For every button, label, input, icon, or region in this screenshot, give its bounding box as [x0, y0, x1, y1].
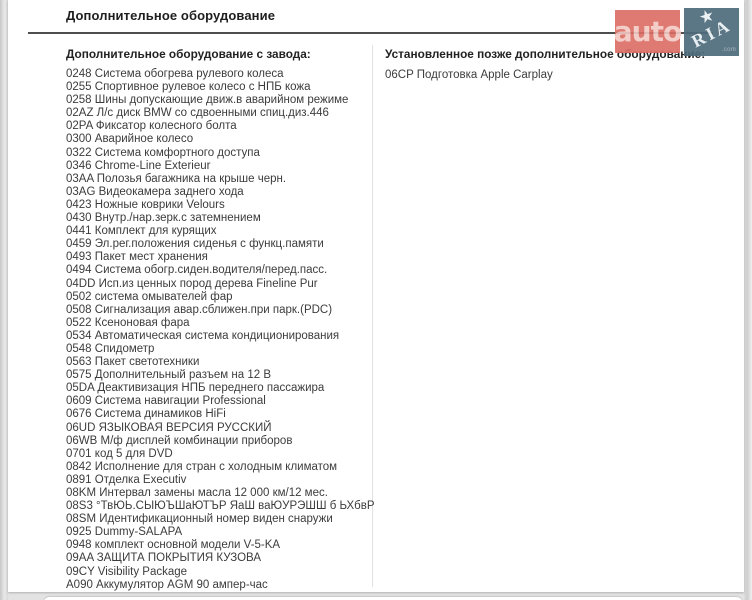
list-item: 0842 Исполнение для стран с холодным кли… [66, 460, 338, 473]
list-item: 06UD ЯЗЫКОВАЯ ВЕРСИЯ РУССКИЙ [66, 421, 272, 434]
list-item: 06WB М/ф дисплей комбинации приборов [66, 434, 293, 447]
list-item: 0248 Система обогрева рулевого колеса [66, 68, 284, 80]
ria-logo-tld: .com [721, 47, 736, 53]
list-item: 09AA ЗАЩИТА ПОКРЫТИЯ КУЗОВА [66, 552, 262, 565]
list-item: 08S3 °ТвЮЬ.СЫЮЪШаЮТЪР ЯаШ ваЮУРЭШШ б ЬХб… [66, 500, 375, 513]
list-item: 08KM Интервал замены масла 12 000 км/12 … [66, 487, 328, 499]
list-item: 0548 Спидометр [66, 342, 155, 355]
list-item: 0508 Сигнализация авар.сближен.при парк.… [66, 303, 333, 316]
list-item: 02AZ Л/с диск BMW со сдвоенными спиц.диз… [66, 107, 329, 120]
factory-equipment-list: 0248 Система обогрева рулевого колеса 025… [66, 68, 375, 592]
ria-logo-box: ★ RIA .com [684, 8, 739, 56]
page-gutter-left [0, 0, 8, 600]
page-gutter-right [744, 0, 752, 600]
list-item: 0502 система омывателей фар [66, 290, 233, 303]
column-divider [372, 45, 373, 587]
list-item: 0948 комплект основной модели V-5-KA [66, 539, 281, 552]
list-item: 04DD Исп.из ценных пород дерева Fineline… [66, 277, 318, 290]
list-item: 03AG Видеокамера заднего хода [66, 185, 244, 198]
list-item: 0575 Дополнительный разъем на 12 В [66, 369, 272, 382]
list-item: 0423 Ножные коврики Velours [66, 198, 225, 211]
list-item: 0255 Спортивное рулевое колесо с НПБ кож… [66, 81, 311, 94]
list-item: 0891 Отделка Executiv [66, 473, 187, 486]
list-item: 06CP Подготовка Apple Carplay [385, 69, 553, 81]
list-item: 0563 Пакет светотехники [66, 356, 200, 369]
list-item: 0522 Ксеноновая фара [66, 316, 190, 329]
title-divider [28, 32, 713, 34]
list-item: 09CY Visibility Package [66, 565, 188, 578]
next-card-top-edge [43, 597, 743, 600]
list-item: 0459 Эл.рег.положения сиденья с функц.па… [66, 238, 324, 251]
list-item: 0494 Система обогр.сиден.водителя/перед.… [66, 264, 328, 277]
list-item: 0534 Автоматическая система кондициониро… [66, 329, 340, 342]
installed-later-list: 06CP Подготовка Apple Carplay [385, 68, 737, 82]
list-item: 05DA Деактивизация НПБ переднего пассажи… [66, 382, 325, 395]
list-item: 0300 Аварийное колесо [66, 133, 194, 146]
autoria-logo[interactable]: auto ★ RIA .com [614, 8, 741, 56]
list-item: 0676 Система динамиков HiFi [66, 408, 226, 421]
factory-equipment-header: Дополнительное оборудование с завода: [66, 47, 311, 61]
list-item: 0609 Система навигации Professional [66, 395, 266, 408]
list-item: 02PA Фиксатор колесного болта [66, 120, 237, 133]
auto-logo-box: auto [614, 10, 682, 53]
list-item: 0701 код 5 для DVD [66, 447, 173, 460]
list-item: A090 Аккумулятор AGM 90 ампер-час [66, 578, 268, 591]
list-item: 0346 Chrome-Line Exterieur [66, 159, 211, 172]
equipment-card: Дополнительное оборудование Дополнительн… [8, 0, 744, 592]
list-item: 0925 Dummy-SALAPA [66, 526, 183, 539]
list-item: 0322 Система комфортного доступа [66, 146, 260, 159]
list-item: 0441 Комплект для курящих [66, 225, 217, 238]
list-item: 03AA Полозья багажника на крыше черн. [66, 172, 287, 185]
list-item: 08SM Идентификационный номер виден снару… [66, 513, 333, 526]
list-item: 0493 Пакет мест хранения [66, 251, 208, 264]
section-title: Дополнительное оборудование [66, 8, 276, 23]
list-item: 0258 Шины допускающие движ.в аварийном р… [66, 94, 349, 107]
factory-equipment-column: Дополнительное оборудование с завода: 02… [66, 47, 375, 592]
list-item: 0430 Внутр./нар.зерк.с затемнением [66, 212, 261, 225]
